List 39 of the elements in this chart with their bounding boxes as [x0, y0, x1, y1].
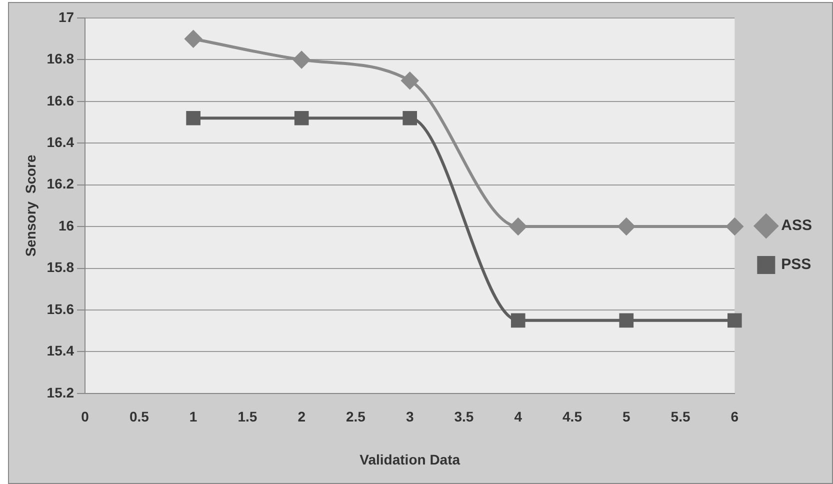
x-tick-label: 0: [81, 408, 90, 425]
y-tick-label: 16: [58, 217, 74, 234]
point: [293, 51, 310, 68]
y-tick-label: 16.6: [46, 92, 74, 108]
x-tick-label: 1.5: [238, 408, 258, 425]
x-tick-label: 5: [622, 408, 630, 425]
x-tick-label: 2: [298, 408, 306, 425]
y-tick-label: 15.2: [46, 384, 74, 400]
x-tick-label: 0.5: [129, 408, 150, 425]
x-axis-title: Validation Data: [360, 451, 460, 468]
y-tick-label: 15.8: [46, 259, 74, 276]
legend-label: PSS: [781, 256, 812, 274]
y-tick-label: 15.6: [46, 300, 74, 317]
point: [401, 72, 418, 90]
legend-label: ASS: [781, 217, 812, 234]
y-axis-title: Sensory Score: [22, 154, 38, 257]
y-tick-label: 17: [58, 8, 74, 25]
point: [618, 218, 635, 236]
point: [186, 110, 200, 126]
x-tick-label: 2.5: [346, 408, 366, 425]
point: [728, 313, 742, 328]
point: [184, 30, 202, 48]
point: [619, 313, 634, 328]
point: [294, 110, 309, 126]
point: [726, 218, 744, 236]
x-tick-label: 1: [189, 408, 198, 425]
x-tick-label: 3: [406, 408, 414, 425]
x-tick-label: 3.5: [454, 408, 474, 425]
point: [402, 110, 418, 126]
y-tick-label: 16.2: [46, 176, 74, 192]
y-tick-label: 15.4: [46, 342, 74, 359]
y-tick-label: 16.4: [46, 134, 74, 150]
point: [510, 218, 527, 236]
x-tick-label: 6: [730, 408, 739, 425]
x-tick-label: 4.5: [562, 408, 582, 425]
point: [510, 313, 526, 328]
x-tick-label: 5.5: [670, 408, 690, 425]
y-tick-label: 16.8: [46, 50, 74, 67]
x-tick-label: 4: [514, 408, 522, 425]
